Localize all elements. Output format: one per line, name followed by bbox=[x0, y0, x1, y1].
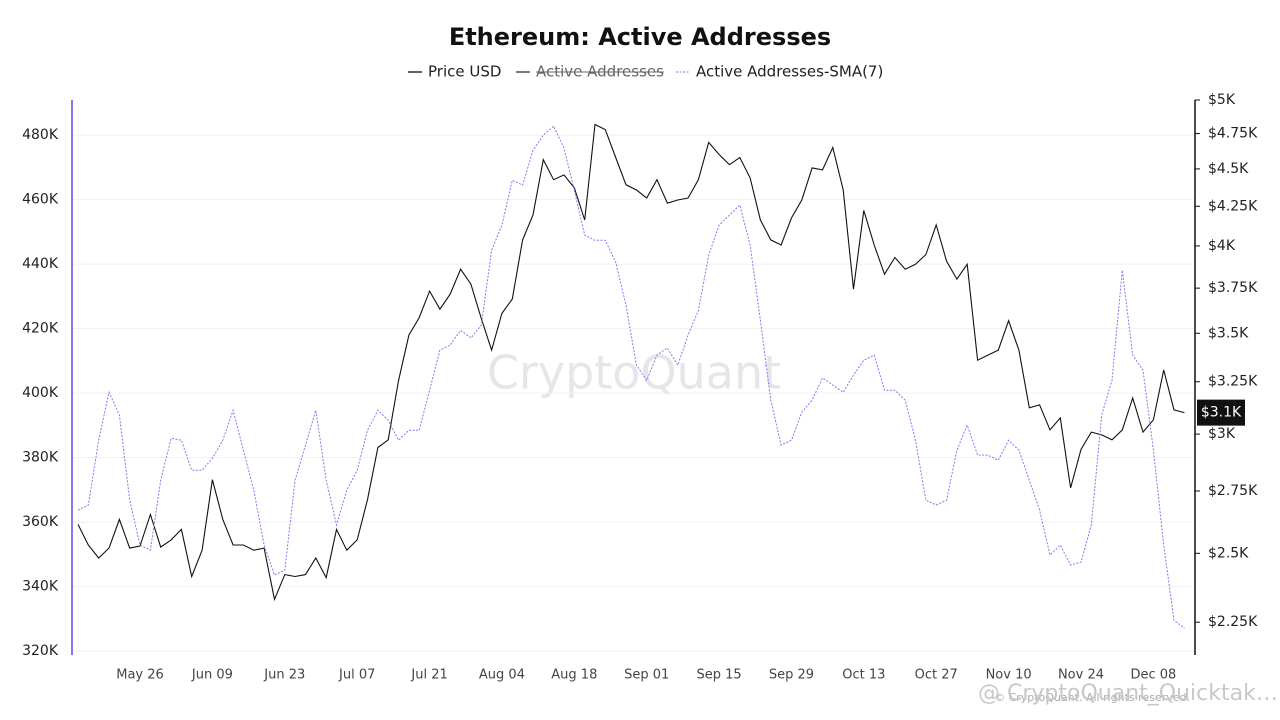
x-tick-label: Sep 15 bbox=[696, 668, 741, 683]
y2-tick-label: $2.5K bbox=[1208, 545, 1249, 561]
y2-tick-label: $3.5K bbox=[1208, 325, 1249, 341]
x-tick-label: Sep 01 bbox=[624, 668, 669, 683]
y2-tick-label: $3K bbox=[1208, 426, 1236, 442]
x-tick-label: Aug 18 bbox=[551, 668, 597, 683]
series-line bbox=[77, 125, 1185, 629]
y2-tick-label: $4.5K bbox=[1208, 161, 1249, 177]
x-tick-label: May 26 bbox=[116, 668, 164, 683]
y2-tick-label: $3.75K bbox=[1208, 280, 1258, 296]
y-tick-label: 460K bbox=[22, 192, 59, 208]
y-tick-label: 360K bbox=[22, 514, 59, 530]
legend-label: Price USD bbox=[428, 63, 501, 81]
y2-tick-label: $2.25K bbox=[1208, 614, 1258, 630]
x-tick-label: Oct 13 bbox=[842, 668, 885, 683]
y2-tick-label: $4.75K bbox=[1208, 126, 1258, 142]
x-tick-label: Dec 08 bbox=[1130, 668, 1176, 683]
overlay-watermark: @ CryptoQuant_Quicktak… bbox=[978, 681, 1278, 706]
x-tick-label: Jul 07 bbox=[338, 668, 375, 683]
x-tick-label: Nov 24 bbox=[1058, 668, 1104, 683]
y-tick-label: 380K bbox=[22, 450, 59, 466]
y-tick-label: 400K bbox=[22, 385, 59, 401]
last-value-label: $3.1K bbox=[1201, 405, 1242, 421]
y2-tick-label: $3.25K bbox=[1208, 374, 1258, 390]
series-line bbox=[77, 123, 1185, 602]
y-tick-label: 480K bbox=[22, 127, 59, 143]
x-tick-label: Jun 23 bbox=[263, 668, 305, 683]
y2-tick-label: $4K bbox=[1208, 238, 1236, 254]
x-tick-label: Jul 21 bbox=[410, 668, 447, 683]
x-tick-label: Oct 27 bbox=[915, 668, 958, 683]
y2-tick-label: $4.25K bbox=[1208, 198, 1258, 214]
y2-tick-label: $2.75K bbox=[1208, 483, 1258, 499]
y-tick-label: 320K bbox=[22, 643, 59, 659]
x-tick-label: Jun 09 bbox=[191, 668, 233, 683]
footer: © CryptoQuant. All rights reserved. bbox=[994, 691, 1190, 704]
legend-label: Active Addresses-SMA(7) bbox=[696, 63, 883, 81]
y-tick-label: 440K bbox=[22, 256, 59, 272]
x-tick-label: Nov 10 bbox=[986, 668, 1032, 683]
y-tick-label: 420K bbox=[22, 321, 59, 337]
y-tick-label: 340K bbox=[22, 579, 59, 595]
chart-title: Ethereum: Active Addresses bbox=[449, 23, 831, 51]
y2-tick-label: $5K bbox=[1208, 92, 1236, 108]
last-value-box bbox=[1197, 399, 1245, 426]
watermark: CryptoQuant bbox=[487, 346, 781, 400]
x-tick-label: Sep 29 bbox=[769, 668, 814, 683]
x-tick-label: Aug 04 bbox=[479, 668, 525, 683]
